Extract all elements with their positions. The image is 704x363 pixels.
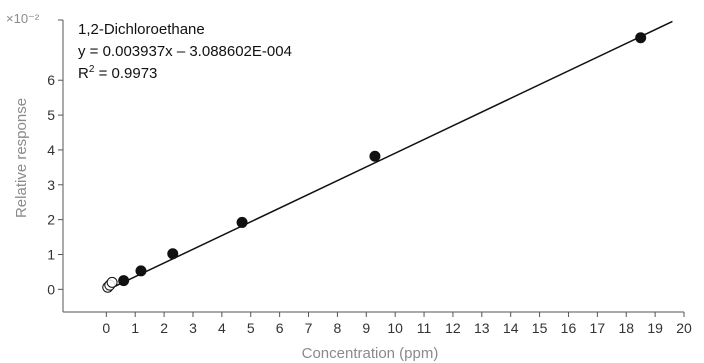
- x-tick-label: 19: [647, 320, 663, 336]
- x-tick-label: 4: [218, 320, 226, 336]
- x-tick-label: 17: [590, 320, 606, 336]
- x-tick-label: 2: [160, 320, 168, 336]
- r-squared: R2 = 0.9973: [78, 64, 157, 82]
- data-point-open: [106, 276, 118, 288]
- y-tick-label: 6: [47, 72, 55, 88]
- x-ticks: 0 1 2 3 4 5 6 7 8 9 10 11 12 13 14 15 16 17 18 19 20: [102, 312, 692, 336]
- x-tick-label: 7: [305, 320, 313, 336]
- x-tick-label: 15: [532, 320, 548, 336]
- data-point: [236, 216, 248, 228]
- x-tick-label: 18: [618, 320, 634, 336]
- regression-equation: y = 0.003937x – 3.088602E-004: [78, 43, 292, 60]
- x-tick-label: 16: [561, 320, 577, 336]
- x-tick-label: 0: [102, 320, 110, 336]
- x-tick-label: 20: [676, 320, 692, 336]
- y-tick-label: 1: [47, 246, 55, 262]
- data-point: [167, 248, 179, 260]
- y-tick-label: 3: [47, 177, 55, 193]
- x-tick-label: 13: [474, 320, 490, 336]
- x-tick-label: 3: [189, 320, 197, 336]
- x-tick-label: 12: [445, 320, 461, 336]
- data-point: [118, 275, 130, 287]
- y-axis-title: Relative response: [13, 98, 30, 218]
- data-point: [369, 150, 381, 162]
- y-tick-label: 2: [47, 212, 55, 228]
- y-ticks: 0 1 2 3 4 5 6: [47, 19, 63, 297]
- compound-name: 1,2-Dichloroethane: [78, 21, 205, 38]
- x-axis-title: Concentration (ppm): [302, 345, 439, 362]
- regression-line: [106, 20, 673, 292]
- regression-annotation: 1,2-Dichloroethane y = 0.003937x – 3.088…: [78, 21, 292, 82]
- data-point: [635, 32, 647, 44]
- y-axis-multiplier: ×10⁻²: [6, 11, 40, 26]
- x-tick-label: 14: [503, 320, 519, 336]
- x-tick-label: 6: [276, 320, 284, 336]
- x-tick-label: 1: [131, 320, 139, 336]
- x-tick-label: 8: [333, 320, 341, 336]
- x-tick-label: 11: [417, 320, 432, 336]
- y-tick-label: 5: [47, 107, 55, 123]
- x-tick-label: 9: [362, 320, 370, 336]
- y-tick-label: 0: [47, 281, 55, 297]
- axes: [62, 20, 684, 313]
- data-points: [102, 32, 647, 293]
- x-tick-label: 10: [387, 320, 403, 336]
- y-tick-label: 4: [47, 142, 55, 158]
- data-point: [135, 265, 147, 277]
- x-tick-label: 5: [247, 320, 255, 336]
